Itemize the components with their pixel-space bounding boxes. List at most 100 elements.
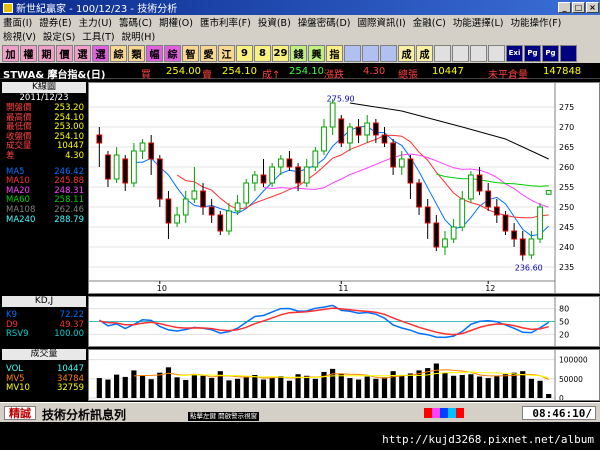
volume-chart[interactable]: 0 50000 100000 bbox=[88, 349, 600, 401]
candle-body bbox=[433, 222, 440, 248]
toolbar-button[interactable]: 類 bbox=[128, 44, 145, 62]
menu2-item[interactable]: 說明(H) bbox=[121, 32, 156, 43]
y-tick-label: 260 bbox=[559, 163, 574, 172]
kd-info-panel: KD,J K9 72.22 D9 49.37 RSV9 100.00 bbox=[2, 296, 86, 344]
row-label: 開盤價 bbox=[6, 103, 32, 113]
toolbar-button[interactable]: 智 bbox=[182, 44, 199, 62]
toolbar-button[interactable]: 綜 bbox=[110, 44, 127, 62]
candle-body bbox=[165, 198, 172, 224]
toolbar-button[interactable]: 價 bbox=[56, 44, 73, 62]
volume-bar bbox=[183, 379, 189, 398]
toolbar-button[interactable]: 錢 bbox=[290, 44, 307, 62]
candle-body bbox=[312, 150, 319, 168]
candle bbox=[234, 195, 241, 215]
close-button[interactable]: × bbox=[586, 2, 599, 13]
menu-item[interactable]: 功能操作(F) bbox=[510, 18, 562, 29]
volume-bar bbox=[191, 374, 197, 398]
candle bbox=[113, 147, 120, 183]
toolbar-button[interactable]: 興 bbox=[308, 44, 325, 62]
panel-row: VOL 10447 bbox=[2, 364, 86, 375]
menu2-item[interactable]: 工具(T) bbox=[82, 32, 115, 43]
menu-item[interactable]: 主力(U) bbox=[78, 18, 113, 29]
toolbar-button[interactable]: 29 bbox=[272, 44, 289, 62]
toolbar-button[interactable]: 幅 bbox=[146, 44, 163, 62]
candle bbox=[390, 139, 397, 175]
toolbar-button[interactable] bbox=[362, 44, 379, 62]
toolbar-button[interactable] bbox=[488, 44, 505, 62]
candle-body bbox=[200, 190, 206, 208]
toolbar-button[interactable]: 綜 bbox=[164, 44, 181, 62]
toolbar-button[interactable]: 期 bbox=[38, 44, 55, 62]
menu-item[interactable]: 證券(E) bbox=[39, 18, 72, 29]
toolbar-button[interactable]: 選 bbox=[74, 44, 91, 62]
toolbar-button[interactable] bbox=[470, 44, 487, 62]
toolbar-button[interactable]: 加 bbox=[2, 44, 19, 62]
toolbar-button[interactable]: 成 bbox=[416, 44, 433, 62]
status-message: 技術分析訊息列 bbox=[42, 408, 127, 422]
volume-bar bbox=[494, 375, 500, 398]
ma-line-ma20 bbox=[263, 153, 549, 208]
toolbar-button[interactable]: 江 bbox=[218, 44, 235, 62]
price-chart[interactable]: 235 240 245 250 255 260 265 270 275 10 11 12 275.90 2… bbox=[88, 82, 600, 294]
candle bbox=[148, 135, 155, 175]
row-value: 253.00 bbox=[54, 122, 84, 133]
candle-body bbox=[269, 166, 276, 184]
menu-item[interactable]: 操盤密碼(D) bbox=[297, 18, 351, 29]
y-tick-label: 245 bbox=[559, 223, 574, 232]
alert-hint[interactable]: 點擊左鍵 開啟警示視窗 bbox=[188, 412, 260, 421]
menu-item[interactable]: 投資(B) bbox=[257, 18, 291, 29]
maximize-button[interactable]: □ bbox=[572, 2, 585, 13]
volume-bar bbox=[304, 375, 310, 398]
menu2-item[interactable]: 檢視(V) bbox=[3, 32, 36, 43]
panel-row: 最高價 254.10 bbox=[2, 113, 86, 124]
toolbar-button[interactable] bbox=[344, 44, 361, 62]
open-interest-label: 未平倉量 bbox=[488, 70, 528, 81]
menu-item[interactable]: 匯市利率(F) bbox=[199, 18, 251, 29]
candle bbox=[528, 231, 535, 259]
volume-bar bbox=[157, 372, 163, 398]
row-label: MA240 bbox=[6, 214, 36, 225]
row-value: 254.10 bbox=[54, 131, 84, 142]
candle-body bbox=[424, 206, 431, 224]
menu2-item[interactable]: 設定(S) bbox=[42, 32, 76, 43]
toolbar-button[interactable] bbox=[380, 44, 397, 62]
panel-row: MA20 248.31 bbox=[2, 186, 86, 197]
main-menu: 畫面(I) 證券(E) 主力(U) 籌碼(C) 期權(O) 匯市利率(F) 投資(B) 操盤密… bbox=[0, 15, 600, 29]
toolbar-button[interactable] bbox=[434, 44, 451, 62]
menu-item[interactable]: 畫面(I) bbox=[3, 18, 33, 29]
candle-body bbox=[528, 238, 535, 256]
candle bbox=[96, 127, 103, 167]
candle bbox=[476, 167, 483, 195]
toolbar-button[interactable]: Exi bbox=[506, 44, 523, 62]
menu-item[interactable]: 金融(C) bbox=[412, 18, 446, 29]
panel-row: MA108 262.46 bbox=[2, 205, 86, 216]
toolbar-button[interactable]: 8 bbox=[254, 44, 271, 62]
row-value: 258.11 bbox=[54, 195, 84, 206]
menu-item[interactable]: 期權(O) bbox=[159, 18, 193, 29]
y-tick-label: 0 bbox=[559, 394, 564, 400]
toolbar-button[interactable]: 選 bbox=[92, 44, 109, 62]
toolbar-button[interactable]: Pg bbox=[542, 44, 559, 62]
high-annotation: 275.90 bbox=[327, 94, 355, 103]
toolbar-button[interactable] bbox=[452, 44, 469, 62]
toolbar-button[interactable]: 9 bbox=[236, 44, 253, 62]
kd-chart[interactable]: 20 50 80 bbox=[88, 296, 600, 347]
menu-item[interactable]: 籌碼(C) bbox=[119, 18, 153, 29]
open-interest-value: 147848 bbox=[543, 66, 582, 77]
toolbar-button[interactable] bbox=[560, 44, 577, 62]
menu-item[interactable]: 功能選擇(L) bbox=[452, 18, 504, 29]
menu-item[interactable]: 國際資訊(I) bbox=[357, 18, 406, 29]
candle-body bbox=[468, 174, 474, 200]
minimize-button[interactable]: _ bbox=[558, 2, 571, 13]
row-value: 10447 bbox=[56, 364, 84, 374]
toolbar-button[interactable]: 權 bbox=[20, 44, 37, 62]
toolbar-button[interactable]: 指 bbox=[326, 44, 343, 62]
toolbar-button[interactable]: 愛 bbox=[200, 44, 217, 62]
volume-bar bbox=[520, 371, 526, 398]
volume-bar bbox=[537, 380, 543, 398]
symbol-label[interactable]: STWA& 摩台指&(日) bbox=[3, 70, 106, 81]
toolbar-button[interactable]: 成 bbox=[398, 44, 415, 62]
toolbar-button[interactable]: Pg bbox=[524, 44, 541, 62]
candle-body bbox=[416, 182, 422, 208]
candle bbox=[122, 155, 129, 191]
